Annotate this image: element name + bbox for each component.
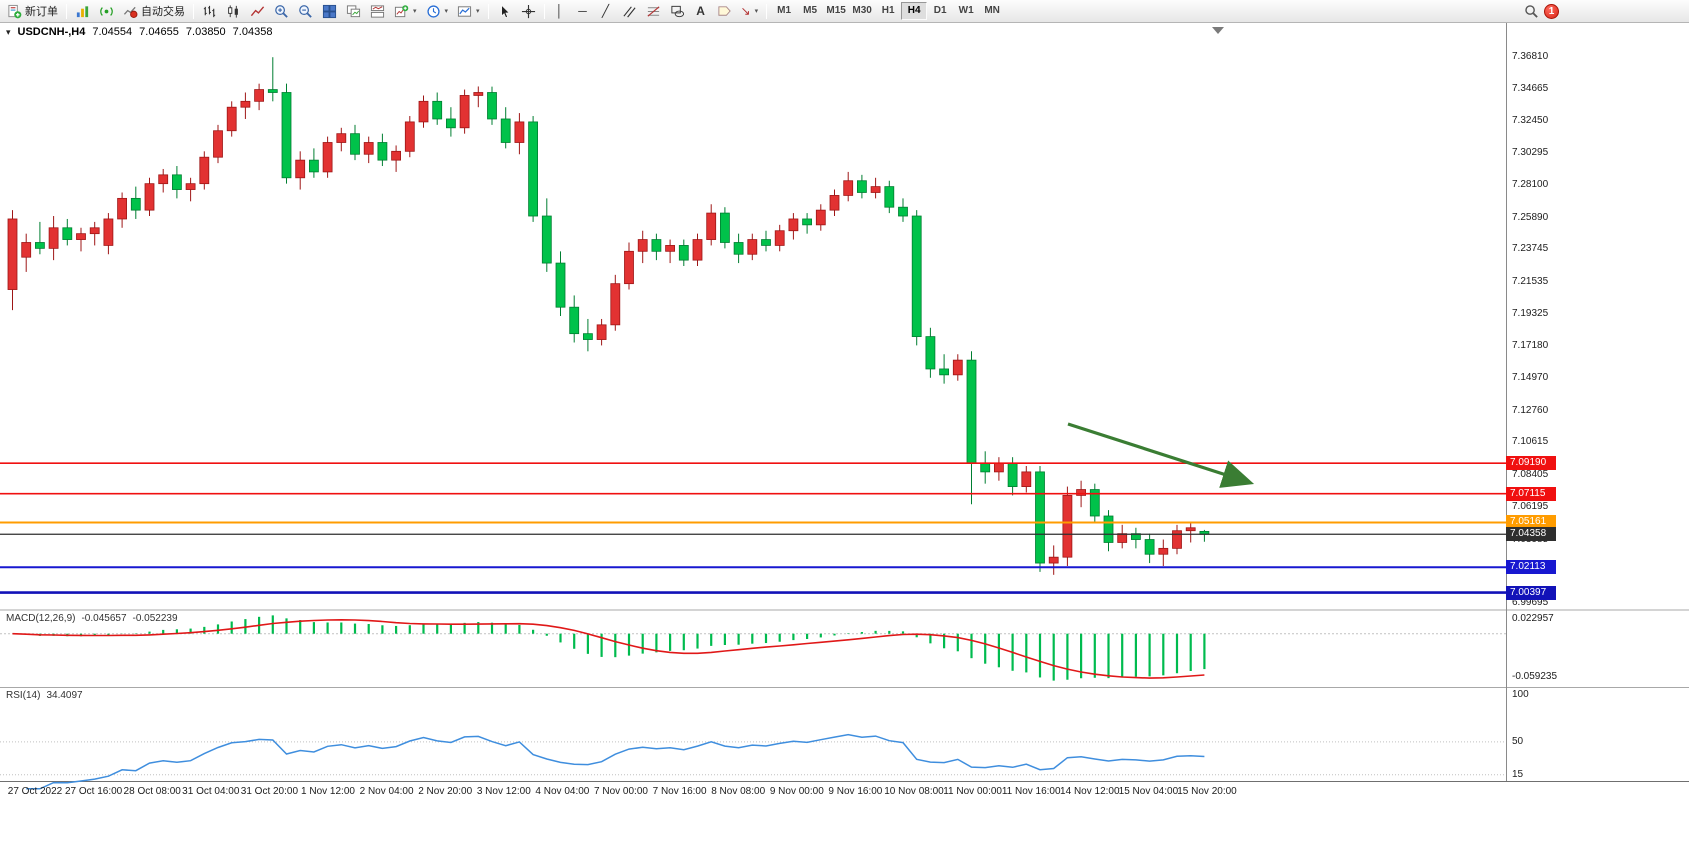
auto-trading-button[interactable]: 自动交易 — [119, 1, 189, 21]
collapse-icon[interactable]: ▾ — [6, 26, 11, 37]
label-tag-icon — [717, 4, 732, 19]
line-chart-button[interactable] — [246, 1, 269, 21]
timeframe-group: M1 M5 M15 M30 H1 H4 D1 W1 MN — [771, 2, 1005, 20]
zoom-out-icon — [298, 4, 313, 19]
notification-badge[interactable]: 1 — [1544, 3, 1559, 19]
zoom-in-icon — [274, 4, 289, 19]
toolbar: 新订单 自动交易 ▾ ▾ ▾ │ ─ ╱ A ↘ ▾ — [0, 0, 1689, 23]
new-chart-button[interactable]: ▾ — [390, 1, 421, 21]
tile-windows-button[interactable] — [318, 1, 341, 21]
chevron-down-icon[interactable]: ▾ — [476, 8, 480, 15]
candlestick-chart-button[interactable] — [222, 1, 245, 21]
new-chart-icon — [394, 4, 409, 19]
vertical-line-tool-button[interactable]: │ — [549, 1, 571, 21]
trendline-tool-button[interactable]: ╱ — [595, 1, 617, 21]
ohlc-low: 7.03850 — [185, 26, 226, 38]
ohlc-high: 7.04655 — [139, 26, 179, 38]
shapes-tool-button[interactable] — [666, 1, 689, 21]
new-order-button[interactable]: 新订单 — [3, 1, 62, 21]
rsi-indicator-label: RSI(14) 34.4097 — [6, 690, 83, 701]
macd-name: MACD(12,26,9) — [6, 613, 76, 624]
fibonacci-icon — [646, 4, 661, 19]
timeframe-h4-button[interactable]: H4 — [901, 2, 928, 20]
new-order-label: 新订单 — [25, 6, 58, 18]
cursor-icon — [497, 4, 512, 19]
cascade-windows-button[interactable] — [342, 1, 365, 21]
timeframe-mn-button[interactable]: MN — [979, 2, 1005, 20]
label-tool-button[interactable] — [713, 1, 736, 21]
line-chart-icon — [250, 4, 265, 19]
shapes-icon — [670, 4, 685, 19]
timeframe-m30-button[interactable]: M30 — [849, 2, 875, 20]
tile-vertically-button[interactable] — [366, 1, 389, 21]
bar-chart-button[interactable] — [198, 1, 221, 21]
signals-button[interactable] — [95, 1, 118, 21]
chart-title-bar: ▾ USDCNH-,H4 7.04554 7.04655 7.03850 7.0… — [6, 26, 272, 38]
toolbar-separator — [66, 3, 67, 19]
tile-vertically-icon — [370, 4, 385, 19]
timeframe-w1-button[interactable]: W1 — [953, 2, 979, 20]
tile-windows-icon — [322, 4, 337, 19]
symbol-period-label: USDCNH-,H4 — [17, 26, 86, 38]
timeframe-m5-button[interactable]: M5 — [797, 2, 823, 20]
timeframe-m1-button[interactable]: M1 — [771, 2, 797, 20]
search-icon — [1524, 4, 1539, 19]
rsi-name: RSI(14) — [6, 690, 41, 701]
charts-icon — [75, 4, 90, 19]
ohlc-close: 7.04358 — [232, 26, 273, 38]
cascade-windows-icon — [346, 4, 361, 19]
rsi-value: 34.4097 — [46, 690, 83, 701]
toolbar-separator — [766, 3, 768, 19]
crosshair-icon — [521, 4, 536, 19]
crosshair-button[interactable] — [517, 1, 540, 21]
macd-signal-value: -0.052239 — [132, 613, 178, 624]
timeframe-m15-button[interactable]: M15 — [823, 2, 849, 20]
fibonacci-tool-button[interactable] — [642, 1, 665, 21]
zoom-in-button[interactable] — [270, 1, 293, 21]
new-order-icon — [7, 4, 22, 19]
chevron-down-icon[interactable]: ▾ — [413, 8, 417, 15]
auto-trading-icon — [123, 4, 138, 19]
clock-icon — [426, 4, 441, 19]
bar-chart-icon — [202, 4, 217, 19]
timeframe-d1-button[interactable]: D1 — [927, 2, 953, 20]
candlestick-chart-icon — [226, 4, 241, 19]
horizontal-line-icon: ─ — [578, 4, 587, 18]
charts-button[interactable] — [71, 1, 94, 21]
zoom-out-button[interactable] — [294, 1, 317, 21]
toolbar-separator — [193, 3, 194, 19]
chevron-down-icon[interactable]: ▾ — [754, 8, 759, 15]
text-tool-icon: A — [696, 4, 705, 18]
horizontal-line-tool-button[interactable]: ─ — [572, 1, 594, 21]
channel-icon — [622, 4, 637, 19]
arrows-tool-button[interactable]: ↘ ▾ — [737, 1, 763, 21]
channel-tool-button[interactable] — [618, 1, 641, 21]
templates-button[interactable]: ▾ — [453, 1, 484, 21]
templates-icon — [457, 4, 472, 19]
toolbar-separator — [543, 3, 545, 19]
macd-indicator-label: MACD(12,26,9) -0.045657 -0.052239 — [6, 613, 178, 624]
cursor-button[interactable] — [493, 1, 516, 21]
signals-icon — [99, 4, 114, 19]
periods-button[interactable]: ▾ — [422, 1, 453, 21]
text-tool-button[interactable]: A — [690, 1, 712, 21]
macd-value: -0.045657 — [81, 613, 127, 624]
arrow-tool-icon: ↘ — [740, 4, 751, 18]
toolbar-separator — [487, 3, 489, 19]
ohlc-open: 7.04554 — [92, 26, 133, 38]
vertical-line-icon: │ — [555, 4, 564, 18]
search-button[interactable] — [1520, 1, 1543, 21]
auto-trading-label: 自动交易 — [141, 6, 185, 18]
chevron-down-icon[interactable]: ▾ — [444, 8, 449, 15]
trendline-icon: ╱ — [601, 4, 610, 18]
timeframe-h1-button[interactable]: H1 — [875, 2, 901, 20]
